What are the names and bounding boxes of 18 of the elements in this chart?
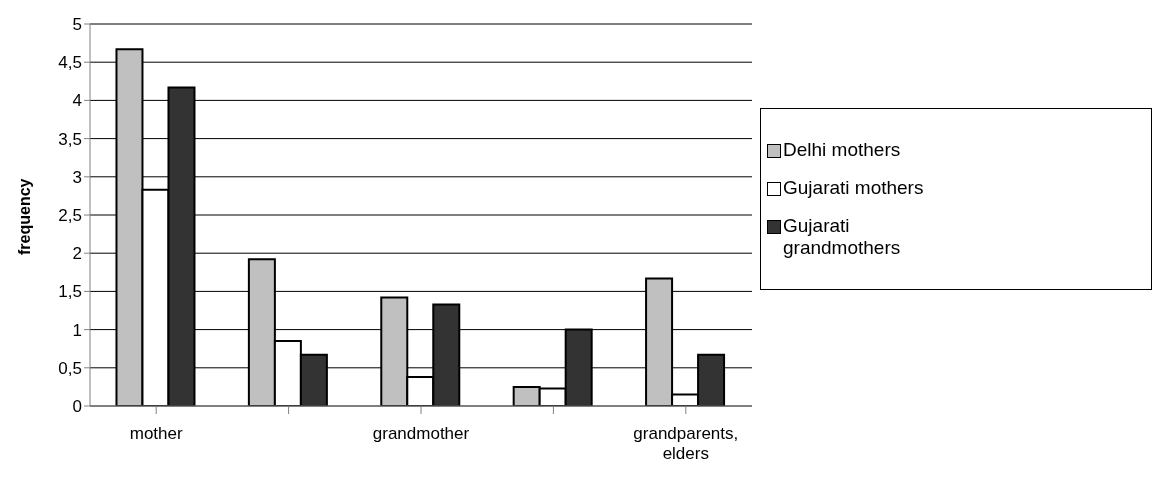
y-tick-label: 0 <box>72 397 82 417</box>
x-tick-label: mother <box>129 424 183 444</box>
y-tick-label: 5 <box>72 15 82 35</box>
legend-label: Gujarati mothers <box>783 177 925 199</box>
y-tick-label: 2,5 <box>58 206 82 226</box>
y-tick-label: 3 <box>72 167 82 187</box>
x-tick-label: grandparents, elders <box>633 424 739 463</box>
legend-label: Delhi mothers <box>783 139 902 161</box>
y-tick-label: 2 <box>72 244 82 264</box>
y-tick-label: 1,5 <box>58 282 82 302</box>
y-tick-label: 4 <box>72 91 82 111</box>
y-axis-title: frequency <box>15 178 33 255</box>
x-tick-label: grandmother <box>372 424 470 444</box>
legend-label: Gujarati grandmothers <box>783 215 902 259</box>
y-tick-label: 4,5 <box>58 53 82 73</box>
y-tick-label: 3,5 <box>58 129 82 149</box>
y-tick-label: 0,5 <box>58 358 82 378</box>
y-tick-label: 1 <box>72 320 82 340</box>
